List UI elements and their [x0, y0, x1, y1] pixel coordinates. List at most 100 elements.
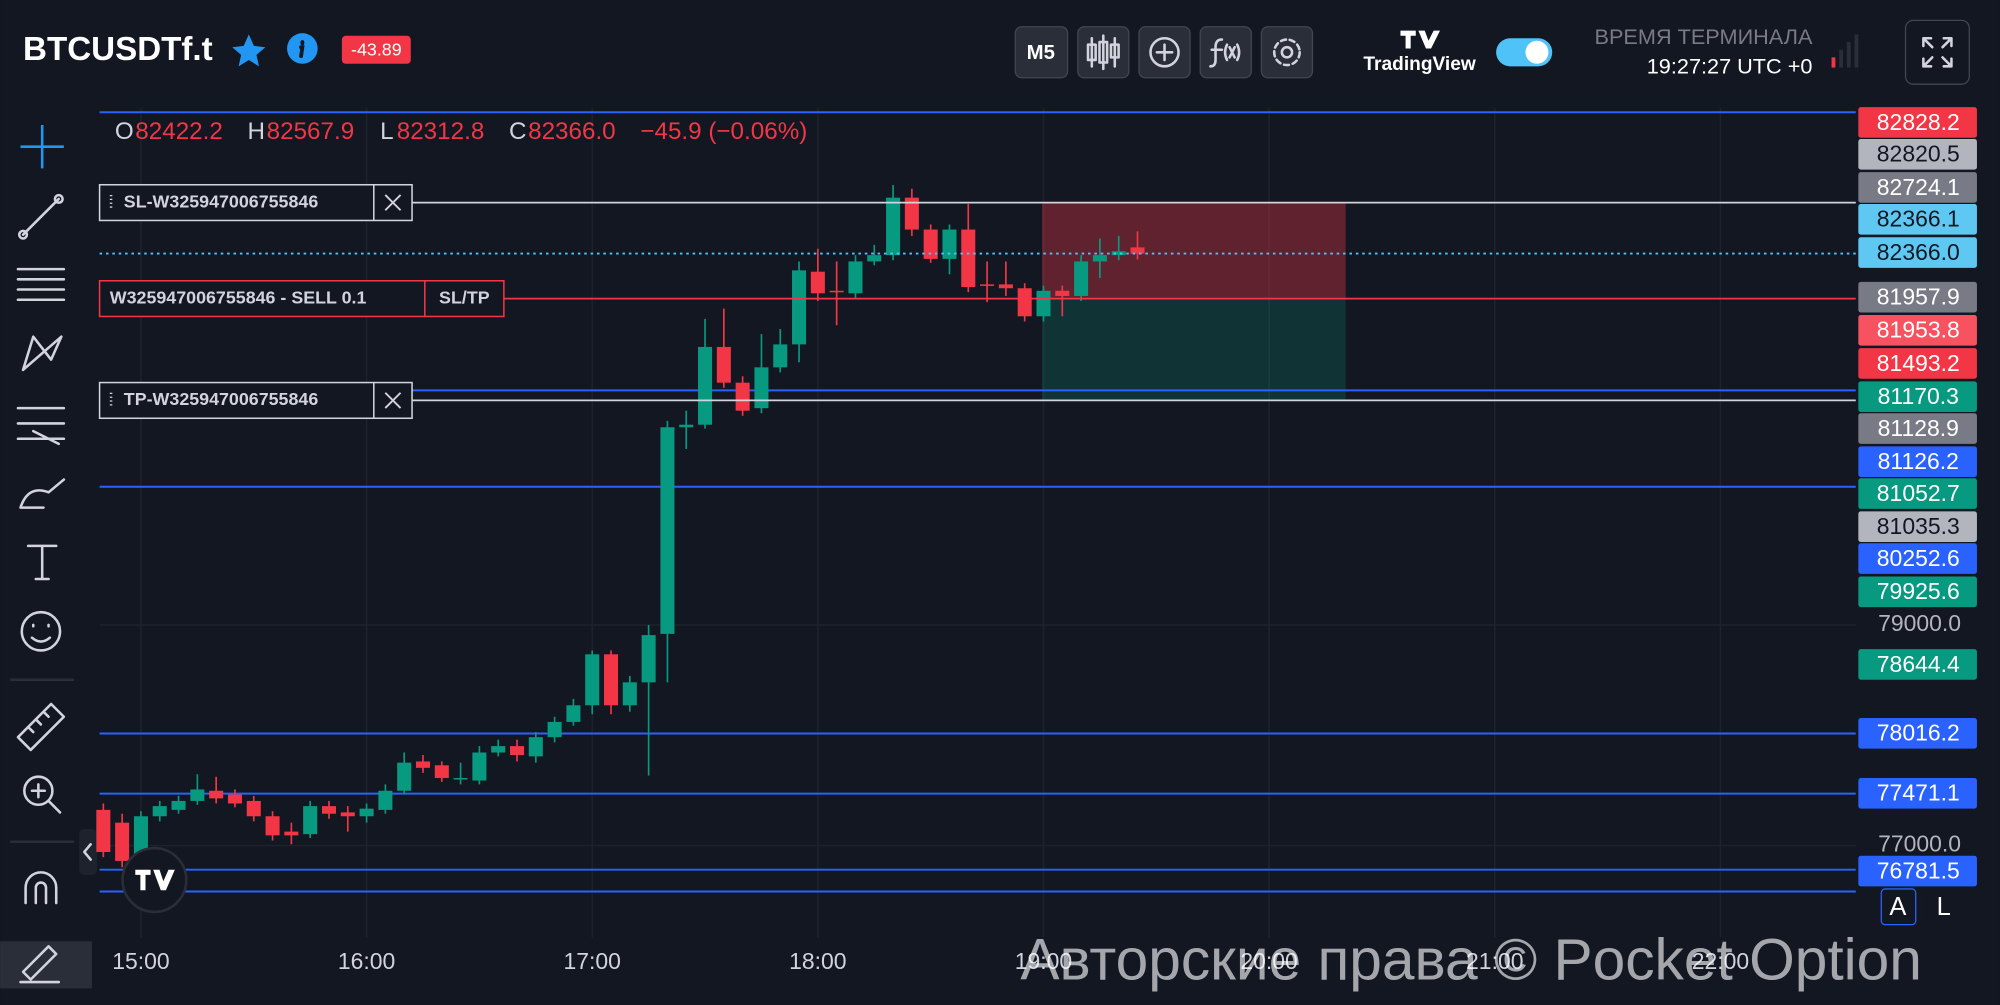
fullscreen-button[interactable]	[1904, 19, 1970, 85]
candle-body	[265, 816, 280, 836]
candle-body	[886, 197, 901, 256]
price-label-bg	[1858, 281, 1977, 313]
x-tick-label: 22:00	[1692, 948, 1749, 974]
order-button[interactable]: SL/TP	[439, 287, 490, 307]
zoom-tool[interactable]	[23, 775, 54, 807]
price-label-bg	[1858, 381, 1977, 412]
stop-zone	[1042, 202, 1346, 299]
change-badge-bg	[341, 35, 411, 64]
candle-body	[961, 229, 976, 288]
candle-body	[923, 229, 938, 259]
candle-body	[773, 344, 788, 368]
candle-body	[1074, 261, 1089, 296]
candle-body	[246, 800, 261, 817]
candle-body	[378, 790, 393, 810]
price-label: 82820.5	[1877, 141, 1960, 167]
auto-scale-button[interactable]	[1880, 888, 1917, 926]
brush-tool[interactable]	[19, 478, 66, 509]
price-label: 81957.9	[1877, 284, 1960, 310]
x-tick-label: 16:00	[338, 948, 395, 974]
favorite-star[interactable]	[232, 34, 266, 67]
price-label-bg	[1858, 543, 1977, 574]
signal-bar	[1846, 42, 1851, 68]
x-tick-label: 19:00	[1015, 948, 1072, 974]
timeframe[interactable]: M5	[1027, 42, 1055, 64]
candle-body	[792, 270, 807, 345]
candle-body	[904, 197, 919, 230]
emoji-face	[30, 623, 52, 643]
position-tool[interactable]	[1042, 202, 1346, 401]
price-label: 81493.2	[1877, 350, 1960, 376]
trendline-tool[interactable]	[17, 193, 64, 240]
x-tick-label: 18:00	[789, 948, 846, 974]
emoji-tool[interactable]	[20, 610, 62, 652]
tv-badge[interactable]	[121, 846, 188, 914]
candle-body	[359, 808, 374, 817]
order-tag[interactable]	[98, 183, 413, 222]
candle-body	[641, 635, 656, 683]
log-scale[interactable]: L	[1937, 893, 1951, 921]
x-tick-label: 17:00	[564, 948, 621, 974]
close-icon[interactable]	[384, 392, 402, 409]
collapse-button[interactable]	[79, 828, 98, 875]
candle-body	[528, 737, 543, 757]
candle-body	[998, 284, 1013, 289]
candle-body	[867, 255, 882, 262]
gear-teeth	[1272, 38, 1301, 67]
pencil-tool[interactable]	[19, 945, 61, 984]
order-tag[interactable]	[98, 381, 413, 420]
candle-body	[1130, 247, 1145, 254]
fx-icon	[1209, 38, 1241, 68]
timeframe-button[interactable]	[1014, 26, 1069, 79]
ohlc-readout: −45.9 (−0.06%)	[640, 118, 807, 145]
price-label-bg	[1858, 511, 1977, 543]
price-label: 78644.4	[1877, 651, 1960, 677]
watermark: Авторские права © Pocket Option	[1020, 928, 1922, 993]
target-zone	[1042, 298, 1346, 401]
plus-icon	[1149, 36, 1180, 68]
terminal-time-label: ВРЕМЯ ТЕРМИНАЛА	[1595, 24, 1813, 49]
settings-button[interactable]	[1260, 26, 1314, 79]
y-tick-label: 77000.0	[1878, 831, 1961, 857]
symbol[interactable]: BTCUSDTf.t	[23, 31, 213, 68]
candle-body	[152, 806, 167, 817]
order-tag[interactable]	[98, 280, 505, 318]
price-label-bg	[1858, 576, 1977, 608]
log-scale-button[interactable]	[1927, 888, 1962, 925]
price-label-bg	[1858, 237, 1977, 268]
ohlc-readout: C	[509, 118, 527, 145]
candle-body	[1017, 288, 1032, 317]
drawing-toolbar	[0, 124, 98, 989]
auto-scale[interactable]: A	[1889, 893, 1906, 921]
levels	[99, 111, 1856, 893]
crosshair-tool[interactable]	[20, 124, 64, 169]
price-label-bg	[1858, 718, 1977, 749]
candle-body	[284, 831, 299, 836]
candle-body	[716, 346, 731, 383]
projection-tool[interactable]	[16, 406, 66, 446]
signal-bar	[1831, 57, 1836, 68]
price-label: 81052.7	[1877, 480, 1960, 506]
ohlc-readout: 82422.2	[135, 118, 223, 145]
candle-body	[679, 424, 694, 428]
fib-tool[interactable]	[16, 267, 66, 301]
candle-body	[1111, 251, 1126, 256]
candle-body	[96, 809, 111, 853]
magnet-tool[interactable]	[24, 871, 58, 905]
ruler-tool[interactable]	[16, 702, 66, 752]
pattern-tool[interactable]	[21, 335, 63, 372]
ohlc-readout: L	[380, 118, 393, 145]
candle-body	[1092, 255, 1107, 262]
close-icon[interactable]	[384, 194, 402, 211]
candle-body	[434, 765, 449, 778]
candle-body	[340, 812, 355, 817]
price-label-bg	[1858, 446, 1977, 477]
y-tick-label: 79000.0	[1878, 610, 1961, 636]
text-tool[interactable]	[26, 544, 58, 581]
order-label: TP-W325947006755846	[124, 389, 319, 409]
candle-body	[491, 746, 506, 753]
price-label: 77471.1	[1877, 780, 1960, 806]
price-label: 81953.8	[1877, 317, 1960, 343]
price-label-bg	[1858, 107, 1977, 138]
